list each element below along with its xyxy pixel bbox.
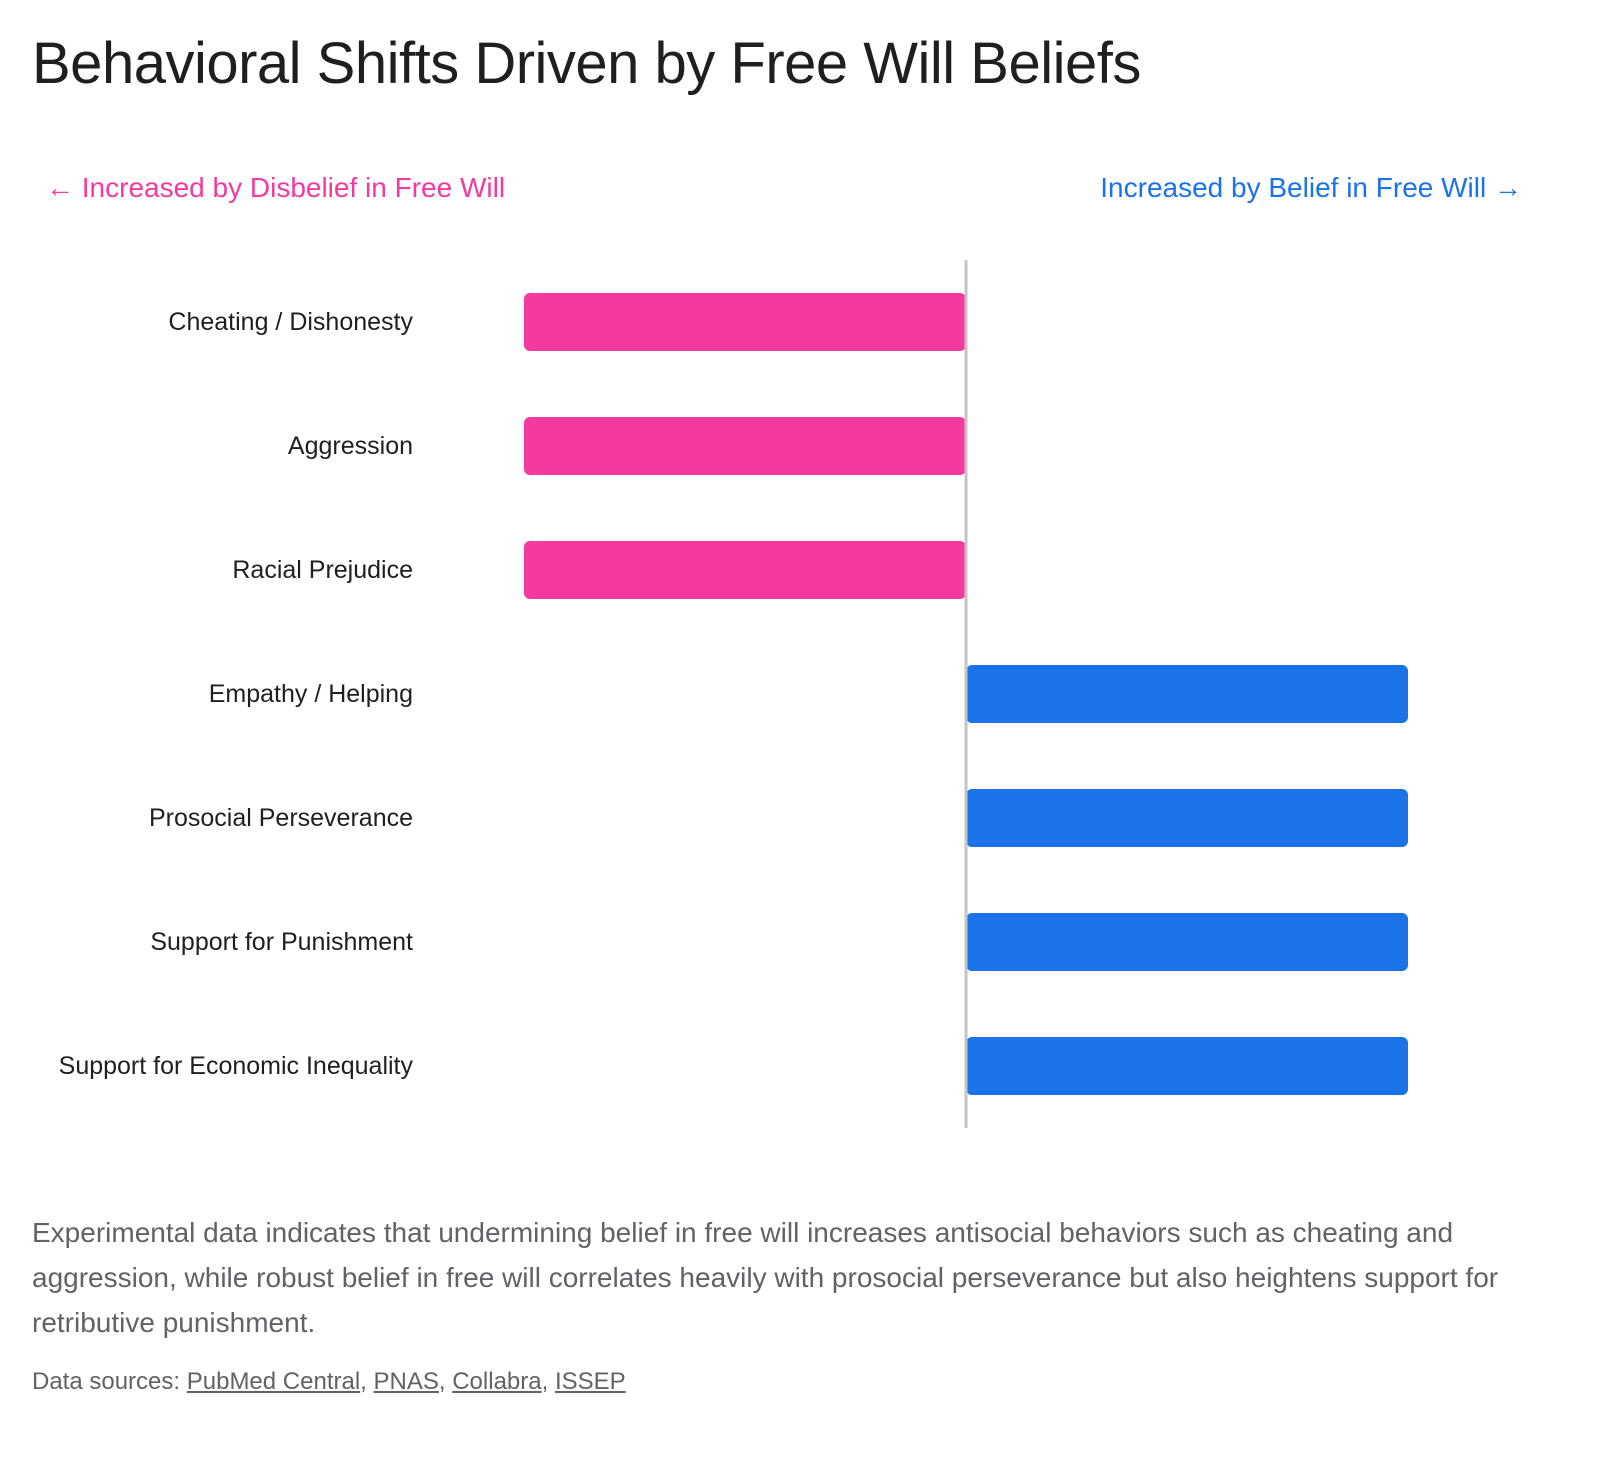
category-label-racial-prejudice: Racial Prejudice xyxy=(232,556,413,584)
category-label-empathy-helping: Empathy / Helping xyxy=(209,680,413,708)
bar-prosocial-perseverance xyxy=(966,789,1408,847)
bar-empathy-helping xyxy=(966,665,1408,723)
category-label-aggression: Aggression xyxy=(288,432,413,460)
direction-label-disbelief: ← Increased by Disbelief in Free Will xyxy=(46,172,506,203)
data-sources: Data sources: PubMed Central, PNAS, Coll… xyxy=(32,1368,626,1395)
category-label-prosocial-perseverance: Prosocial Perseverance xyxy=(149,804,413,832)
bar-racial-prejudice xyxy=(524,541,966,599)
chart-caption: Experimental data indicates that undermi… xyxy=(32,1217,1499,1338)
source-link-pnas[interactable]: PNAS xyxy=(373,1368,439,1395)
category-labels: Cheating / Dishonesty Aggression Racial Pr… xyxy=(59,308,414,1080)
bar-support-for-economic-inequality xyxy=(966,1037,1408,1095)
direction-label-belief: Increased by Belief in Free Will → xyxy=(1100,172,1522,203)
chart-title: Behavioral Shifts Driven by Free Will Be… xyxy=(32,31,1141,96)
category-label-cheating-dishonesty: Cheating / Dishonesty xyxy=(168,308,413,336)
source-link-collabra[interactable]: Collabra xyxy=(452,1368,542,1395)
sources-prefix: Data sources: xyxy=(32,1368,187,1395)
source-link-pubmed-central[interactable]: PubMed Central xyxy=(186,1368,361,1395)
category-label-support-for-punishment: Support for Punishment xyxy=(150,928,413,956)
bar-support-for-punishment xyxy=(966,913,1408,971)
bars xyxy=(524,293,1408,1095)
category-label-support-for-economic-inequality: Support for Economic Inequality xyxy=(59,1052,414,1080)
bar-aggression xyxy=(524,417,966,475)
bar-cheating-dishonesty xyxy=(524,293,966,351)
diverging-bar-chart: Cheating / Dishonesty Aggression Racial Pr… xyxy=(59,260,1408,1128)
source-link-issep[interactable]: ISSEP xyxy=(554,1368,626,1395)
